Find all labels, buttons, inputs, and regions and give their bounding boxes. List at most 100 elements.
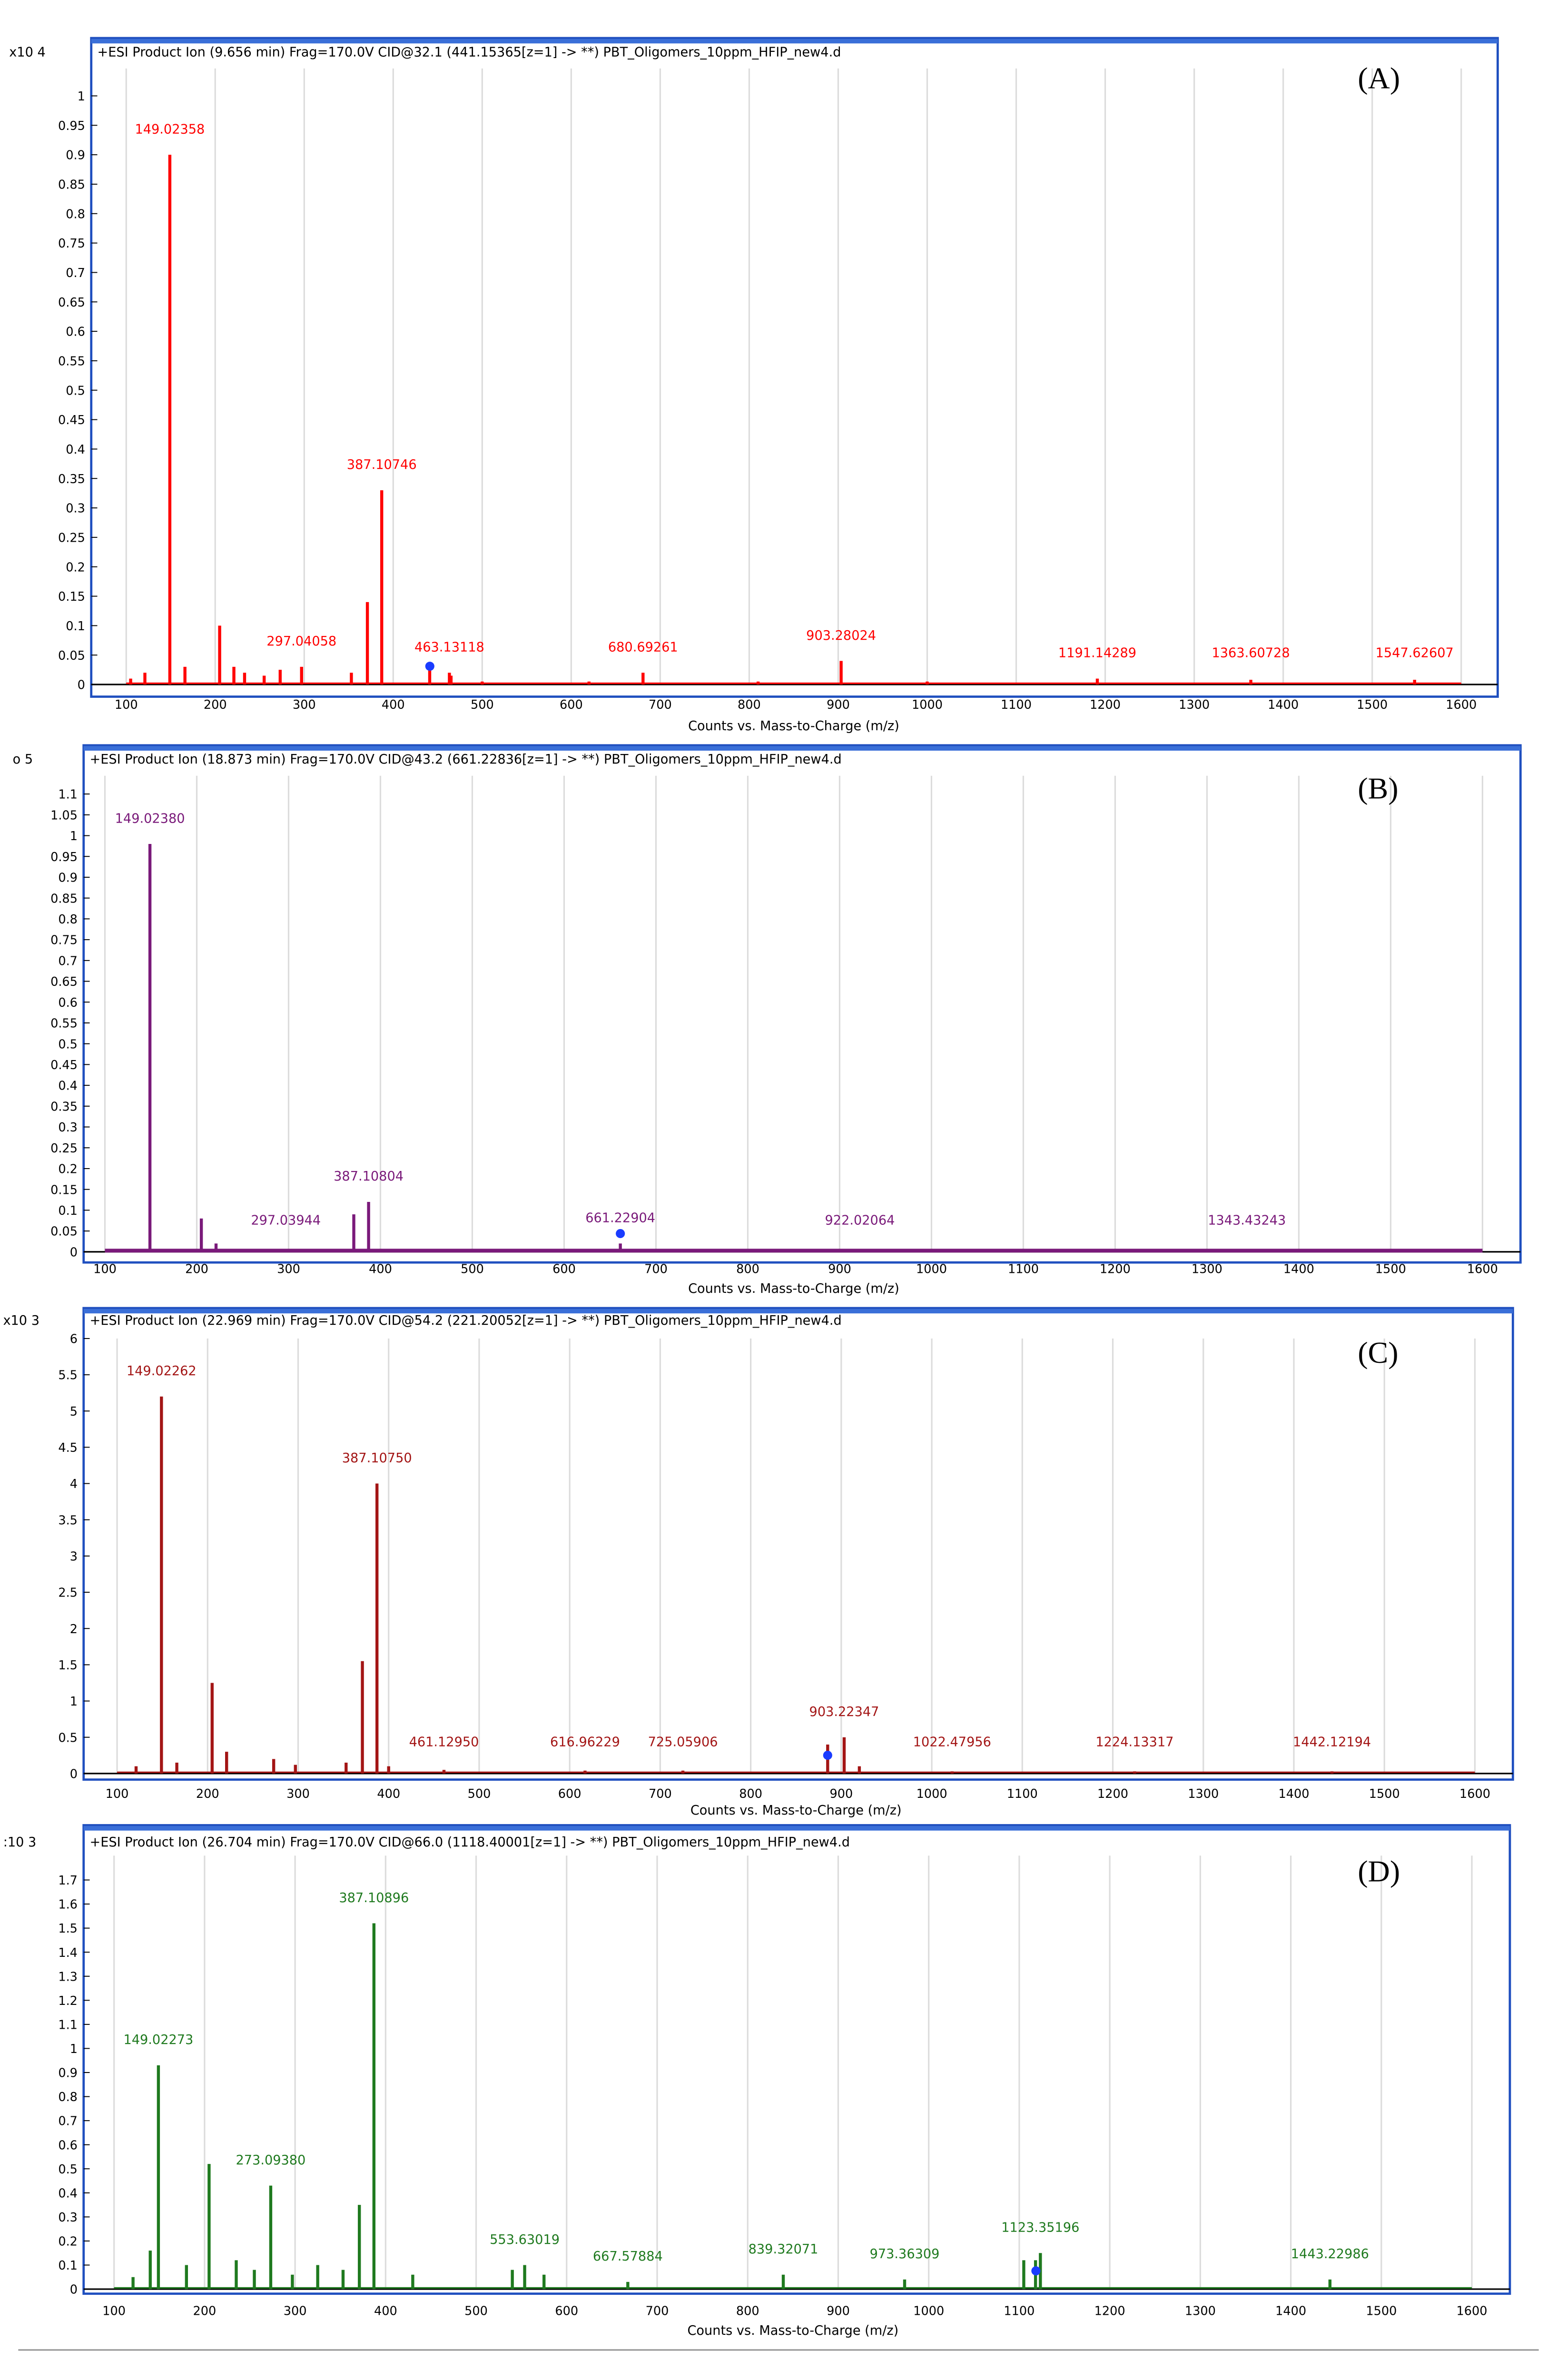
precursor-marker-icon: [1031, 2266, 1041, 2276]
y-tick-label: 0.45: [50, 1058, 78, 1072]
y-tick-label: 0.8: [58, 912, 78, 927]
y-tick-label: 1.1: [58, 2018, 78, 2032]
y-tick-label: 2.5: [58, 1586, 78, 1600]
y-tick-label: 1.6: [58, 1898, 78, 1912]
x-tick-label: 100: [115, 698, 138, 712]
x-tick-label: 1100: [1008, 1262, 1039, 1277]
x-tick-label: 900: [827, 2304, 850, 2318]
x-tick-label: 900: [829, 1787, 853, 1801]
y-tick-label: 1: [70, 2042, 78, 2056]
x-tick-label: 200: [196, 1787, 219, 1801]
y-tick-label: 0.7: [58, 954, 78, 968]
spectrum-header: +ESI Product Ion (18.873 min) Frag=170.0…: [90, 752, 842, 767]
y-tick-label: 0.95: [58, 119, 85, 133]
x-axis-title: Counts vs. Mass-to-Charge (m/z): [688, 719, 899, 734]
y-tick-label: 1: [78, 89, 85, 104]
peak-label: 1547.62607: [1376, 646, 1454, 661]
y-scale-label: x10 3: [3, 1313, 39, 1328]
peak-label: 1363.60728: [1212, 646, 1290, 661]
x-tick-label: 1000: [916, 1787, 947, 1801]
x-tick-label: 600: [552, 1262, 576, 1277]
x-tick-label: 200: [193, 2304, 216, 2318]
peak-label: 149.02273: [123, 2033, 193, 2047]
x-tick-label: 700: [649, 1787, 672, 1801]
x-tick-label: 500: [464, 2304, 488, 2318]
peak-label: 297.04058: [266, 634, 336, 649]
peak-label: 903.22347: [809, 1705, 879, 1719]
peak-label: 461.12950: [409, 1735, 479, 1749]
peak-label: 149.02358: [135, 122, 205, 137]
precursor-marker-icon: [823, 1750, 832, 1760]
x-tick-label: 800: [736, 2304, 759, 2318]
y-scale-label: o 5: [13, 752, 33, 767]
y-tick-label: 0.15: [58, 590, 85, 604]
y-tick-label: 0.5: [66, 384, 85, 398]
panel-letter: (C): [1358, 1336, 1398, 1369]
y-tick-label: 0.75: [50, 933, 78, 948]
x-tick-label: 400: [374, 2304, 397, 2318]
y-tick-label: 0.85: [58, 178, 85, 192]
peak-label: 553.63019: [490, 2232, 560, 2247]
peak-label: 1022.47956: [913, 1735, 991, 1749]
x-tick-label: 1600: [1457, 2304, 1488, 2318]
y-tick-label: 0.3: [58, 1121, 78, 1135]
y-tick-label: 0.8: [58, 2090, 78, 2104]
x-tick-label: 800: [736, 1262, 759, 1277]
x-tick-label: 1200: [1094, 2304, 1125, 2318]
x-tick-label: 1100: [1001, 698, 1032, 712]
y-tick-label: 0.1: [58, 2259, 78, 2273]
x-tick-label: 900: [827, 698, 850, 712]
y-tick-label: 6: [70, 1332, 78, 1347]
y-tick-label: 0.8: [66, 207, 85, 221]
spectrum-panel-c: 100 200 300 400 500 600 700 800 900 1000 1100 1200 1…: [3, 1307, 1514, 1818]
y-tick-label: 0.9: [58, 871, 78, 885]
peak-label: 667.57884: [593, 2249, 663, 2264]
x-tick-label: 1600: [1459, 1787, 1490, 1801]
x-tick-label: 600: [558, 1787, 581, 1801]
peak-label: 1442.12194: [1293, 1735, 1371, 1749]
peak-label: 463.13118: [414, 640, 484, 655]
x-tick-label: 600: [560, 698, 583, 712]
y-tick-label: 1.3: [58, 1970, 78, 1984]
peak-label: 387.10896: [339, 1891, 409, 1905]
x-tick-label: 200: [204, 698, 227, 712]
peak-label: 1224.13317: [1095, 1735, 1173, 1749]
y-tick-label: 0.25: [50, 1141, 78, 1156]
x-tick-label: 700: [644, 1262, 668, 1277]
y-tick-label: 0: [70, 2283, 78, 2297]
y-tick-label: 5: [70, 1405, 78, 1419]
x-tick-label: 300: [286, 1787, 310, 1801]
x-tick-label: 400: [382, 698, 405, 712]
peak-label: 1343.43243: [1208, 1213, 1286, 1228]
x-tick-label: 1300: [1179, 698, 1210, 712]
x-tick-label: 700: [649, 698, 672, 712]
peak-label: 149.02380: [115, 811, 185, 826]
x-tick-label: 600: [555, 2304, 578, 2318]
y-tick-label: 0.3: [66, 502, 85, 516]
y-tick-label: 0.5: [58, 1731, 78, 1745]
x-tick-label: 500: [471, 698, 494, 712]
x-tick-label: 1300: [1185, 2304, 1216, 2318]
peak-label: 273.09380: [236, 2153, 305, 2168]
panel-letter: (B): [1358, 772, 1398, 805]
x-tick-label: 1500: [1375, 1262, 1406, 1277]
peak-label: 149.02262: [127, 1364, 197, 1378]
y-tick-label: 0.35: [58, 472, 85, 486]
y-tick-label: 0.9: [66, 149, 85, 163]
y-tick-label: 1.5: [58, 1922, 78, 1936]
peak-label: 661.22904: [585, 1211, 655, 1226]
peak-label: 387.10750: [342, 1451, 412, 1466]
x-tick-label: 200: [185, 1262, 208, 1277]
x-tick-label: 1300: [1192, 1262, 1222, 1277]
peak-label: 1191.14289: [1058, 646, 1136, 661]
spectrum-header: +ESI Product Ion (22.969 min) Frag=170.0…: [90, 1313, 842, 1328]
spectrum-panel-a: 100 200 300 400 500 600 700 800 900 1000 1100 1200 1…: [9, 37, 1499, 734]
y-scale-label: x10 4: [9, 45, 46, 60]
peak-label: 616.96229: [550, 1735, 620, 1749]
y-tick-label: 1.1: [58, 788, 78, 802]
y-tick-label: 0.4: [58, 2186, 78, 2201]
x-tick-label: 100: [106, 1787, 129, 1801]
peak-label: 922.02064: [825, 1213, 895, 1228]
x-tick-label: 1000: [916, 1262, 947, 1277]
